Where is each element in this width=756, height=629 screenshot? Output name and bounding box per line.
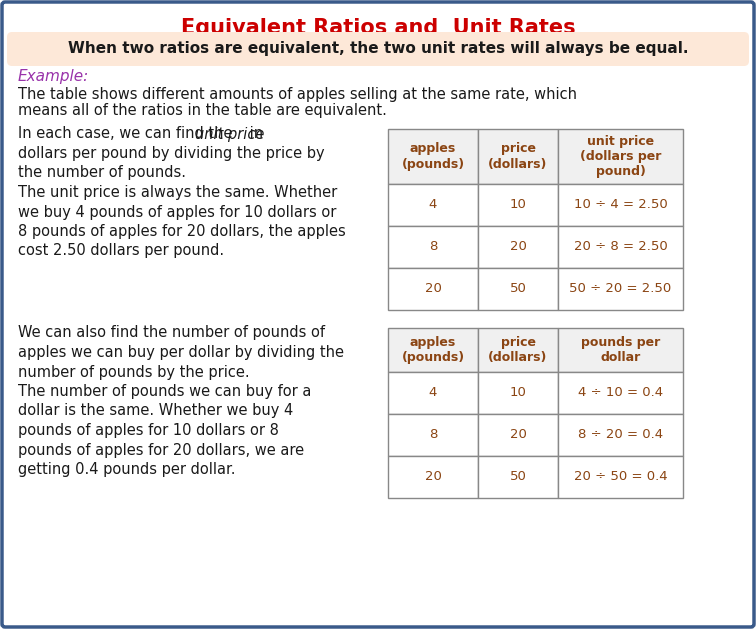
Bar: [558, 414, 683, 456]
Text: 20: 20: [510, 240, 526, 253]
Text: In each case, we can find the: In each case, we can find the: [18, 126, 237, 142]
Text: apples we can buy per dollar by dividing the: apples we can buy per dollar by dividing…: [18, 345, 344, 360]
Bar: [388, 328, 478, 372]
Bar: [558, 372, 683, 414]
Text: 8: 8: [429, 240, 437, 253]
Text: Equivalent Ratios and  Unit Rates: Equivalent Ratios and Unit Rates: [181, 18, 575, 38]
Text: unit price: unit price: [195, 126, 265, 142]
Text: 4: 4: [429, 386, 437, 399]
FancyBboxPatch shape: [7, 32, 749, 66]
Bar: [478, 129, 558, 184]
Text: 50: 50: [510, 282, 526, 296]
Text: pounds of apples for 20 dollars, we are: pounds of apples for 20 dollars, we are: [18, 442, 304, 457]
Text: pounds per
dollar: pounds per dollar: [581, 336, 660, 364]
Text: 10: 10: [510, 386, 526, 399]
Text: getting 0.4 pounds per dollar.: getting 0.4 pounds per dollar.: [18, 462, 236, 477]
Text: pounds of apples for 10 dollars or 8: pounds of apples for 10 dollars or 8: [18, 423, 279, 438]
Text: we buy 4 pounds of apples for 10 dollars or: we buy 4 pounds of apples for 10 dollars…: [18, 204, 336, 220]
Text: dollars per pound by dividing the price by: dollars per pound by dividing the price …: [18, 146, 324, 161]
Bar: [558, 184, 683, 226]
Text: price
(dollars): price (dollars): [488, 142, 547, 170]
Text: Example:: Example:: [18, 69, 89, 84]
Text: The table shows different amounts of apples selling at the same rate, which: The table shows different amounts of app…: [18, 87, 577, 103]
Bar: [478, 268, 558, 310]
Bar: [388, 414, 478, 456]
Text: The number of pounds we can buy for a: The number of pounds we can buy for a: [18, 384, 311, 399]
Text: 4 ÷ 10 = 0.4: 4 ÷ 10 = 0.4: [578, 386, 663, 399]
Bar: [558, 268, 683, 310]
Text: the number of pounds.: the number of pounds.: [18, 165, 186, 181]
Text: 8 pounds of apples for 20 dollars, the apples: 8 pounds of apples for 20 dollars, the a…: [18, 224, 345, 239]
Text: When two ratios are equivalent, the two unit rates will always be equal.: When two ratios are equivalent, the two …: [68, 42, 688, 57]
Bar: [388, 226, 478, 268]
Text: apples
(pounds): apples (pounds): [401, 142, 465, 170]
Bar: [478, 414, 558, 456]
Bar: [478, 184, 558, 226]
Text: unit price
(dollars per
pound): unit price (dollars per pound): [580, 135, 662, 179]
Text: 10 ÷ 4 = 2.50: 10 ÷ 4 = 2.50: [574, 199, 668, 211]
Text: means all of the ratios in the table are equivalent.: means all of the ratios in the table are…: [18, 104, 387, 118]
Text: 20 ÷ 50 = 0.4: 20 ÷ 50 = 0.4: [574, 470, 668, 484]
Bar: [558, 328, 683, 372]
Bar: [388, 456, 478, 498]
Bar: [478, 372, 558, 414]
Text: 50: 50: [510, 470, 526, 484]
Text: 20: 20: [425, 282, 442, 296]
Text: The unit price is always the same. Whether: The unit price is always the same. Wheth…: [18, 185, 337, 200]
Text: 8 ÷ 20 = 0.4: 8 ÷ 20 = 0.4: [578, 428, 663, 442]
Bar: [478, 226, 558, 268]
Text: cost 2.50 dollars per pound.: cost 2.50 dollars per pound.: [18, 243, 224, 259]
Bar: [478, 456, 558, 498]
Text: price
(dollars): price (dollars): [488, 336, 547, 364]
Bar: [558, 226, 683, 268]
Text: 10: 10: [510, 199, 526, 211]
Text: 20 ÷ 8 = 2.50: 20 ÷ 8 = 2.50: [574, 240, 668, 253]
Text: 20: 20: [425, 470, 442, 484]
Text: number of pounds by the price.: number of pounds by the price.: [18, 364, 249, 379]
Bar: [558, 129, 683, 184]
Bar: [388, 129, 478, 184]
Bar: [388, 184, 478, 226]
Bar: [388, 268, 478, 310]
Bar: [388, 372, 478, 414]
Text: We can also find the number of pounds of: We can also find the number of pounds of: [18, 325, 325, 340]
Text: apples
(pounds): apples (pounds): [401, 336, 465, 364]
Bar: [478, 328, 558, 372]
Text: dollar is the same. Whether we buy 4: dollar is the same. Whether we buy 4: [18, 403, 293, 418]
Text: 8: 8: [429, 428, 437, 442]
Text: in: in: [245, 126, 263, 142]
Text: 4: 4: [429, 199, 437, 211]
Text: 50 ÷ 20 = 2.50: 50 ÷ 20 = 2.50: [569, 282, 671, 296]
Text: 20: 20: [510, 428, 526, 442]
Bar: [558, 456, 683, 498]
